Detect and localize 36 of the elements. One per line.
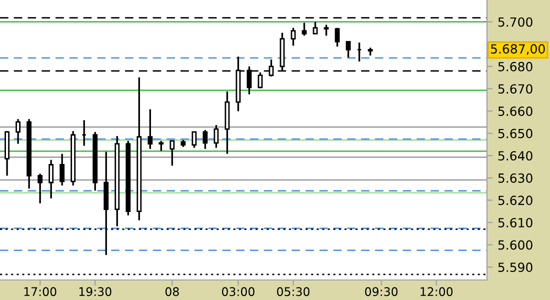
x-tick-label: 08: [165, 287, 179, 296]
candlestick: [148, 108, 153, 150]
candlestick: [302, 22, 307, 37]
candlestick: [158, 140, 164, 152]
y-tick-label: 5.640: [498, 151, 532, 161]
candlestick: [60, 152, 65, 186]
x-tick-label: 12:00: [420, 287, 453, 296]
candlestick: [312, 21, 318, 34]
y-tick-label: 5.630: [498, 173, 532, 183]
candlestick: [192, 131, 197, 149]
y-tick-label: 5.660: [498, 106, 532, 116]
candlestick: [170, 140, 175, 166]
candlestick: [202, 129, 208, 150]
x-tick-label: 05:30: [277, 287, 310, 296]
candlestick: [258, 72, 263, 90]
candlestick: [290, 27, 296, 47]
candlestick: [334, 27, 340, 48]
y-tick-label: 5.610: [498, 218, 532, 228]
candlestick: [324, 24, 329, 37]
candlestick: [16, 118, 21, 145]
y-tick-label: 5.650: [498, 128, 532, 138]
x-tick-label: 17:00: [24, 287, 56, 296]
candlestick: [214, 124, 219, 149]
y-tick-label: 5.620: [498, 196, 532, 206]
candlestick: [48, 159, 54, 200]
x-tick-label: 19:30: [79, 287, 112, 296]
candlestick: [346, 40, 351, 58]
y-tick-label: 5.670: [498, 84, 532, 94]
x-tick-label: 09:30: [365, 287, 398, 296]
y-tick-label: 5.680: [498, 62, 532, 72]
x-tick-label: 03:00: [222, 287, 254, 296]
y-tick-label: 5.590: [498, 262, 532, 272]
y-tick-label: 5.700: [498, 17, 532, 27]
y-tick-label: 5.600: [498, 240, 532, 250]
text: 5.687,00: [490, 44, 545, 55]
candlestick: [38, 172, 43, 204]
